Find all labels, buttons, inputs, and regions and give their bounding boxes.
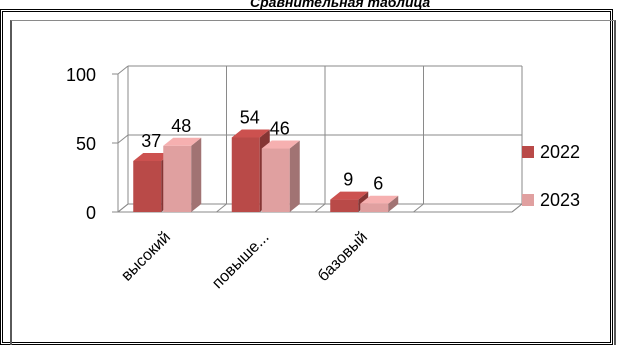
outer-frame	[0, 9, 613, 345]
category-label: базовый	[315, 229, 371, 285]
floor-line	[511, 203, 523, 213]
bar	[330, 199, 359, 212]
y-tick-label: 100	[66, 65, 96, 85]
grid-diag	[117, 65, 129, 75]
data-label: 6	[373, 174, 383, 194]
bar-top	[261, 140, 300, 149]
grid-diag	[117, 134, 129, 144]
data-label: 9	[343, 170, 353, 190]
bar	[133, 160, 162, 212]
y-tick-label: 0	[86, 203, 96, 223]
bar-top	[330, 191, 369, 200]
bar-side	[191, 137, 202, 212]
bar-top	[133, 152, 172, 161]
legend-label: 2022	[540, 142, 580, 162]
floor-line	[314, 203, 326, 213]
bars	[133, 129, 399, 212]
chart-frame	[10, 20, 616, 345]
floor-line	[413, 203, 424, 213]
bar	[231, 137, 260, 212]
bar-side	[289, 140, 300, 212]
legend-label: 2023	[540, 190, 580, 210]
category-label: повыше...	[209, 229, 272, 292]
legend: 2022 2023	[522, 142, 580, 210]
data-label: 37	[141, 131, 161, 151]
labels: 0 50 100 37 48 54 46 9 6 высокий повыше... базовый	[66, 65, 383, 292]
grid-diag	[117, 203, 129, 213]
floor-line	[216, 203, 227, 213]
data-label: 48	[171, 116, 191, 136]
bar	[360, 203, 389, 212]
bar	[163, 145, 192, 212]
header-title: Сравнительная таблица	[250, 0, 431, 10]
data-label: 46	[270, 119, 290, 139]
y-tick-label: 50	[76, 134, 96, 154]
bar-side	[388, 195, 399, 212]
bar-top	[360, 195, 399, 204]
bar-top	[231, 129, 270, 138]
legend-swatch	[522, 146, 534, 158]
legend-swatch	[522, 194, 534, 206]
category-label: высокий	[118, 229, 174, 285]
bar	[261, 148, 290, 212]
data-label: 54	[240, 107, 260, 127]
bar-top	[163, 137, 202, 146]
